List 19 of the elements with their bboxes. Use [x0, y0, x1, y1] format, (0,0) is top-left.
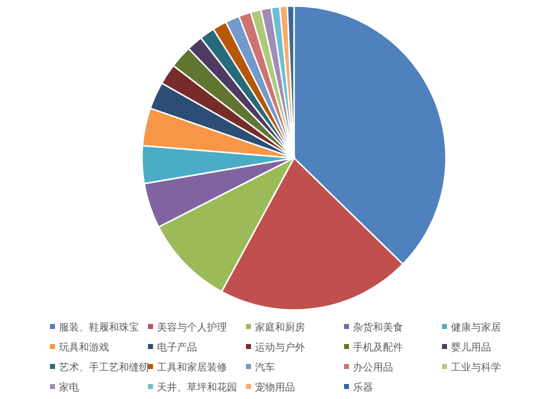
- legend-label: 服装、鞋履和珠宝: [59, 322, 139, 334]
- legend-label: 天井、草坪和花园: [157, 382, 237, 394]
- legend-label: 手机及配件: [353, 342, 403, 354]
- legend-label: 运动与户外: [255, 342, 305, 354]
- legend-label: 健康与家居: [451, 322, 501, 334]
- legend-label: 电子产品: [157, 342, 197, 354]
- legend-label: 美容与个人护理: [157, 322, 227, 334]
- legend-label: 乐器: [353, 382, 373, 394]
- legend-label: 家电: [59, 382, 79, 394]
- legend-label: 玩具和游戏: [59, 342, 109, 354]
- legend-label: 家庭和厨房: [255, 322, 305, 334]
- legend-label: 婴儿用品: [451, 342, 491, 354]
- legend-label: 工具和家居装修: [157, 362, 227, 374]
- legend-label: 工业与科学: [451, 362, 501, 374]
- legend-label: 汽车: [255, 362, 275, 374]
- legend-label: 办公用品: [353, 362, 393, 374]
- legend-label: 宠物用品: [255, 382, 295, 394]
- legend-label: 艺术、手工艺和缝纫: [59, 362, 149, 374]
- legend-label: 杂货和美食: [353, 322, 403, 334]
